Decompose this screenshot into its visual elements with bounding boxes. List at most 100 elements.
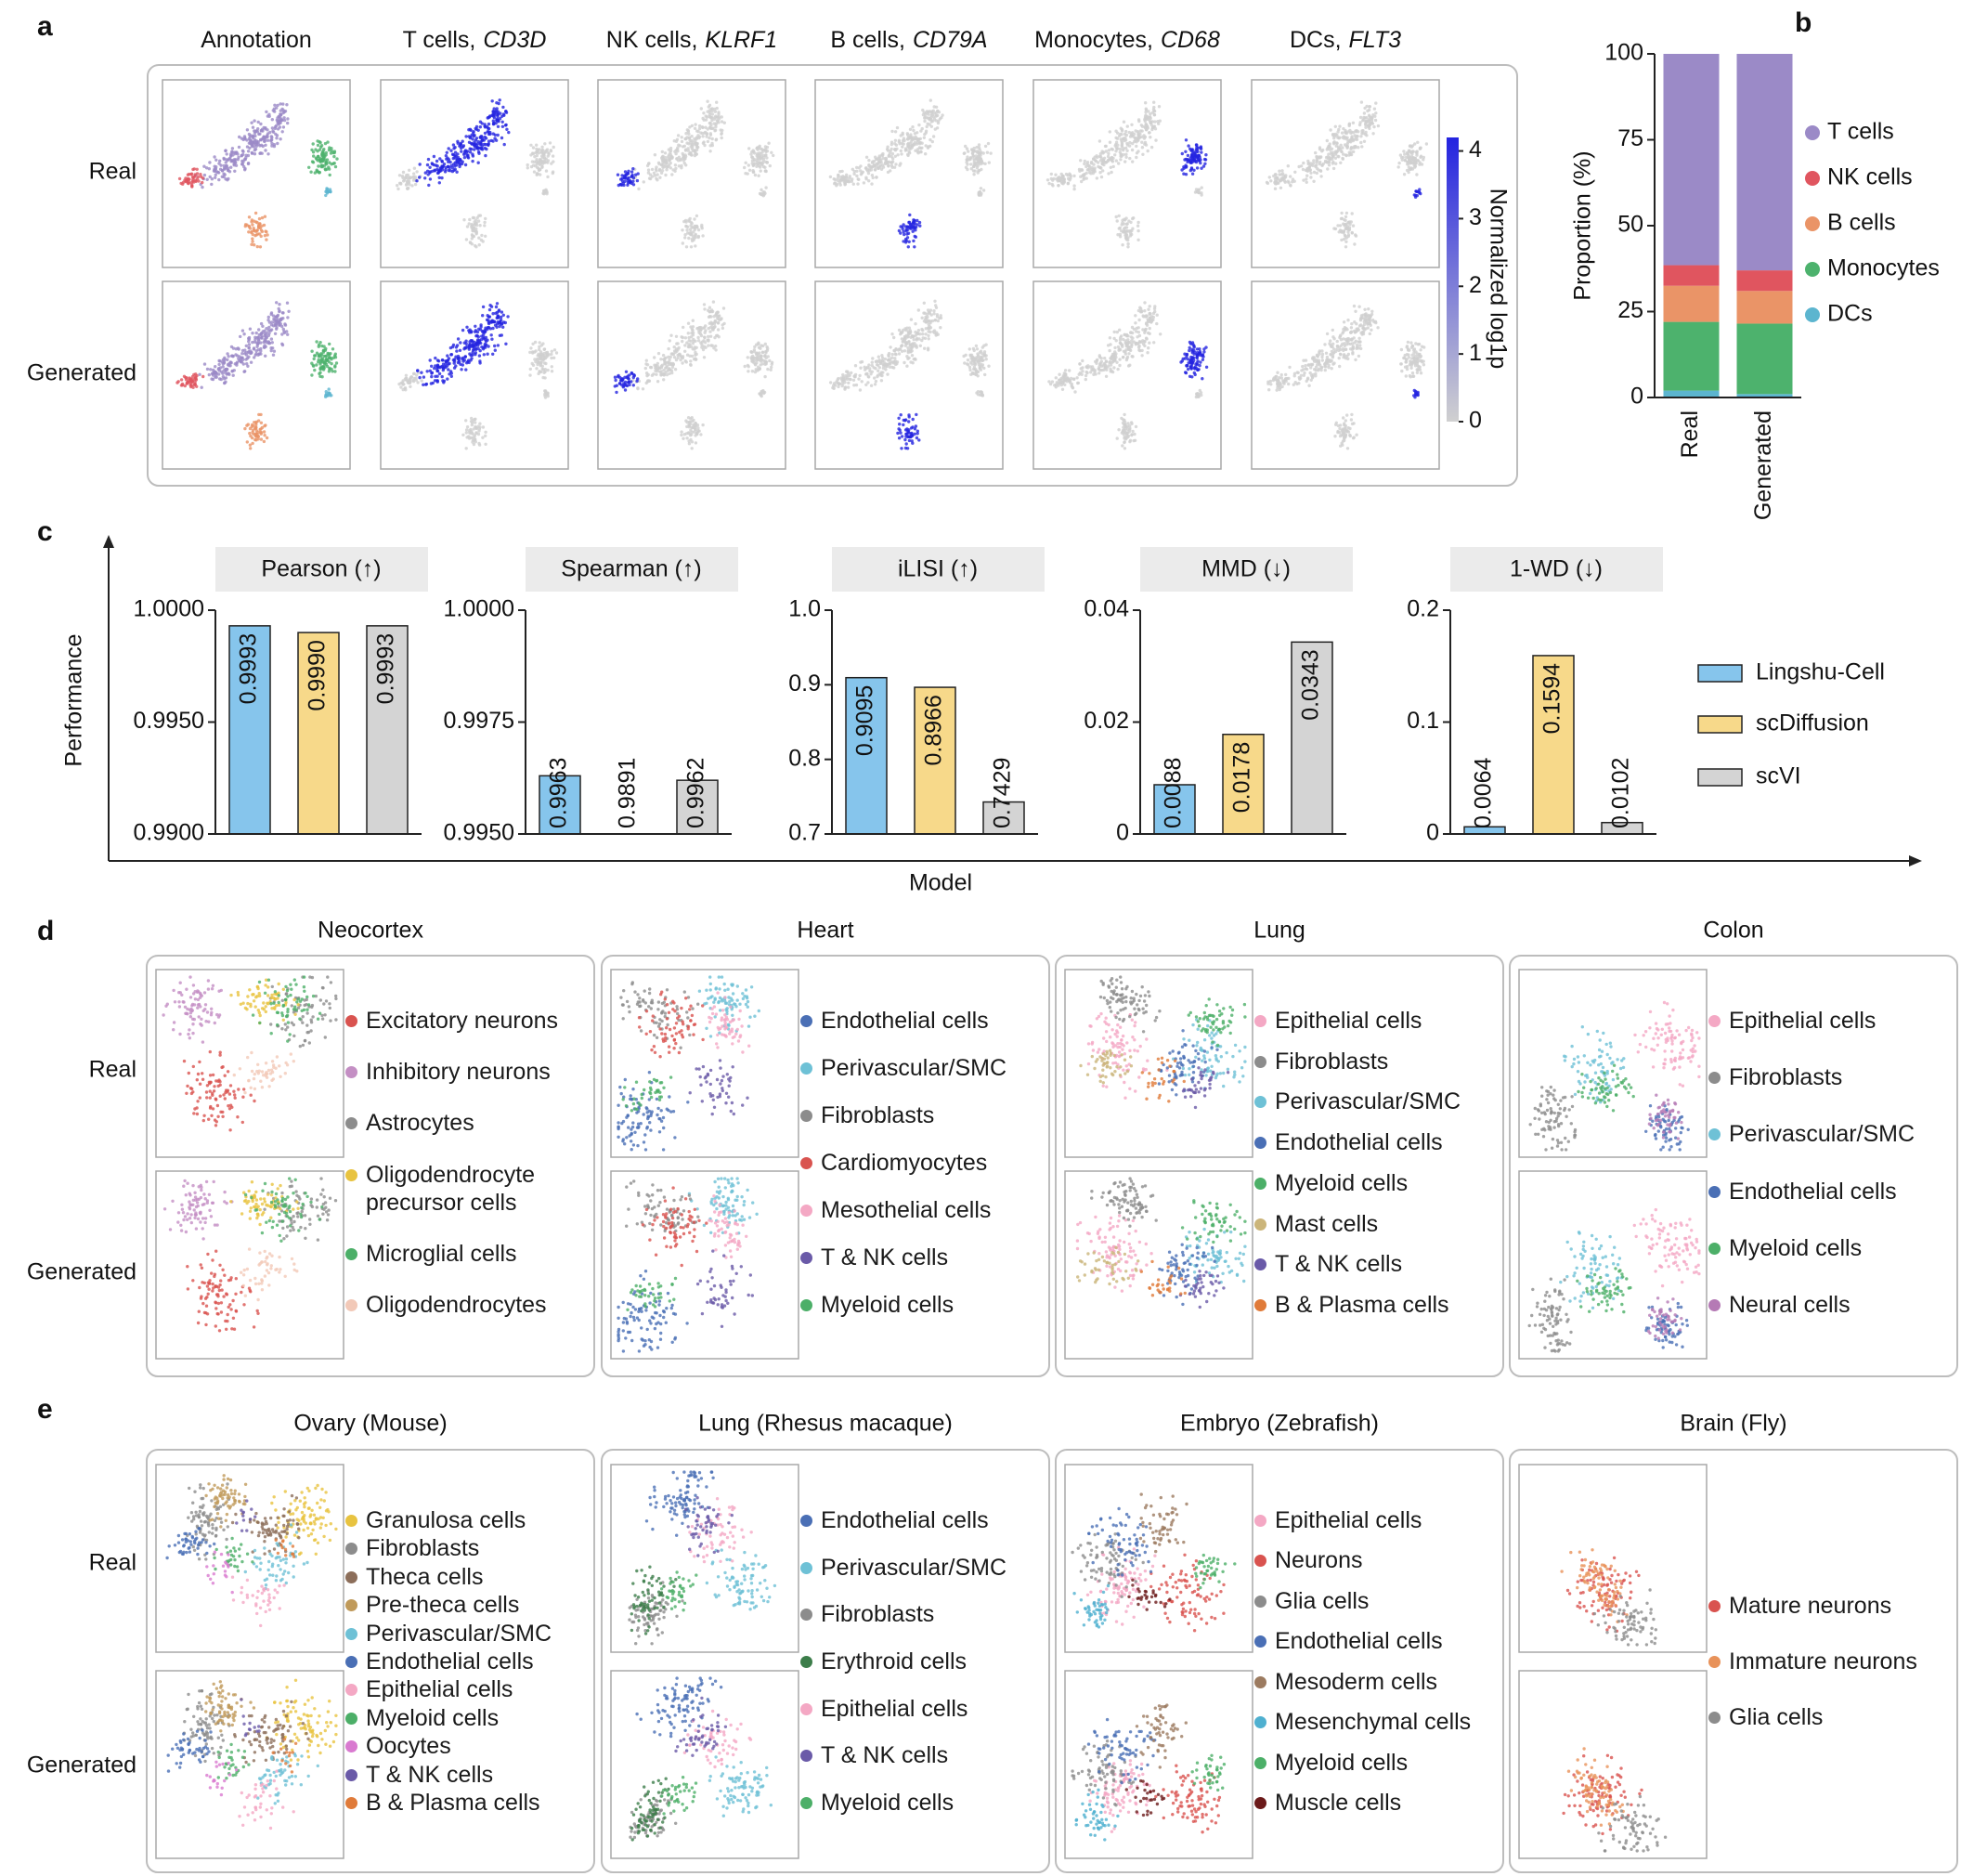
cell-dot xyxy=(537,371,540,376)
cell-dot xyxy=(929,144,932,148)
cell-dot xyxy=(1354,137,1357,141)
cell-dot xyxy=(714,345,718,348)
cell-dot xyxy=(321,350,326,354)
cell-dot xyxy=(249,447,253,450)
cell-dot xyxy=(248,327,253,331)
cell-dot xyxy=(890,142,893,147)
cell-dot xyxy=(924,111,929,115)
cell-dot xyxy=(504,123,508,127)
cell-dot xyxy=(483,135,487,139)
cell-dot xyxy=(253,119,256,123)
cell-dot xyxy=(260,336,264,340)
cell-dot xyxy=(501,313,505,317)
cell-dot xyxy=(440,160,444,163)
cell-dot xyxy=(685,424,689,429)
cell-dot xyxy=(1093,170,1097,174)
cell-dot xyxy=(863,368,867,371)
cell-dot xyxy=(1342,126,1345,131)
cell-dot xyxy=(684,432,689,436)
cell-dot xyxy=(924,131,928,135)
cell-dot xyxy=(1349,131,1353,135)
cell-dot xyxy=(335,157,339,161)
cell-dot xyxy=(265,110,268,114)
cell-dot xyxy=(848,176,851,180)
cell-dot xyxy=(204,166,209,170)
cell-dot xyxy=(720,115,723,119)
cell-dot xyxy=(218,159,222,163)
cell-dot xyxy=(315,340,318,344)
cell-dot xyxy=(267,332,271,335)
cell-dot xyxy=(1305,180,1308,184)
cell-dot xyxy=(1063,377,1068,381)
column-label: T cells, xyxy=(403,27,476,53)
cell-dot xyxy=(267,325,271,330)
cell-dot xyxy=(251,428,255,432)
cell-dot xyxy=(857,377,861,381)
cell-dot xyxy=(1121,444,1124,448)
cell-dot xyxy=(428,177,433,181)
cell-dot xyxy=(1048,382,1053,386)
cell-dot xyxy=(258,245,263,249)
cell-dot xyxy=(835,184,838,188)
cell-dot xyxy=(1338,124,1342,128)
cell-dot xyxy=(249,360,253,364)
cell-dot xyxy=(1362,139,1367,143)
cell-dot xyxy=(465,345,469,348)
cell-dot xyxy=(1199,158,1202,162)
cell-dot xyxy=(901,331,904,334)
cell-dot xyxy=(331,150,335,155)
cell-dot xyxy=(870,360,874,364)
cell-dot xyxy=(227,372,231,376)
cell-dot xyxy=(187,378,191,383)
cell-dot xyxy=(713,110,718,113)
cell-dot xyxy=(1135,144,1138,149)
cell-dot xyxy=(322,345,326,348)
cell-dot xyxy=(551,154,555,158)
cell-dot xyxy=(471,215,475,220)
cell-dot xyxy=(924,332,928,336)
cell-dot xyxy=(1130,433,1134,437)
cell-dot xyxy=(747,370,750,373)
cell-dot xyxy=(624,370,629,373)
cell-dot xyxy=(264,345,267,348)
cell-dot xyxy=(972,173,976,176)
cell-dot xyxy=(708,136,711,140)
cell-dot xyxy=(987,161,992,164)
cell-dot xyxy=(852,374,857,379)
cell-dot xyxy=(247,346,251,350)
cell-dot xyxy=(1114,215,1118,219)
cell-dot xyxy=(534,150,538,155)
cell-dot xyxy=(1103,365,1108,370)
cell-dot xyxy=(494,122,498,125)
cell-dot xyxy=(251,125,255,129)
cell-dot xyxy=(917,220,922,225)
cell-dot xyxy=(691,329,695,332)
cell-dot xyxy=(929,321,932,325)
cell-dot xyxy=(542,152,546,156)
cell-dot xyxy=(1127,352,1131,356)
cell-dot xyxy=(187,180,190,184)
cell-dot xyxy=(528,373,532,377)
cell-dot xyxy=(226,158,229,163)
x-axis-title: Model xyxy=(909,870,972,896)
cell-dot xyxy=(617,373,620,378)
cell-dot xyxy=(756,358,760,362)
cell-dot xyxy=(474,329,478,332)
cell-dot xyxy=(981,189,986,192)
cell-dot xyxy=(683,236,687,240)
cell-dot xyxy=(1116,131,1120,135)
cell-dot xyxy=(923,346,927,350)
cell-dot xyxy=(635,379,639,383)
cell-dot xyxy=(279,137,282,141)
cell-dot xyxy=(500,124,505,128)
cell-dot xyxy=(667,153,671,157)
cell-dot xyxy=(690,354,695,358)
cell-dot xyxy=(474,351,477,355)
cell-dot xyxy=(687,236,691,241)
cell-dot xyxy=(710,141,714,146)
cell-dot xyxy=(240,163,244,166)
cell-dot xyxy=(260,215,265,220)
cell-dot xyxy=(1138,340,1142,345)
cell-dot xyxy=(669,156,673,160)
cell-dot xyxy=(1131,160,1135,163)
